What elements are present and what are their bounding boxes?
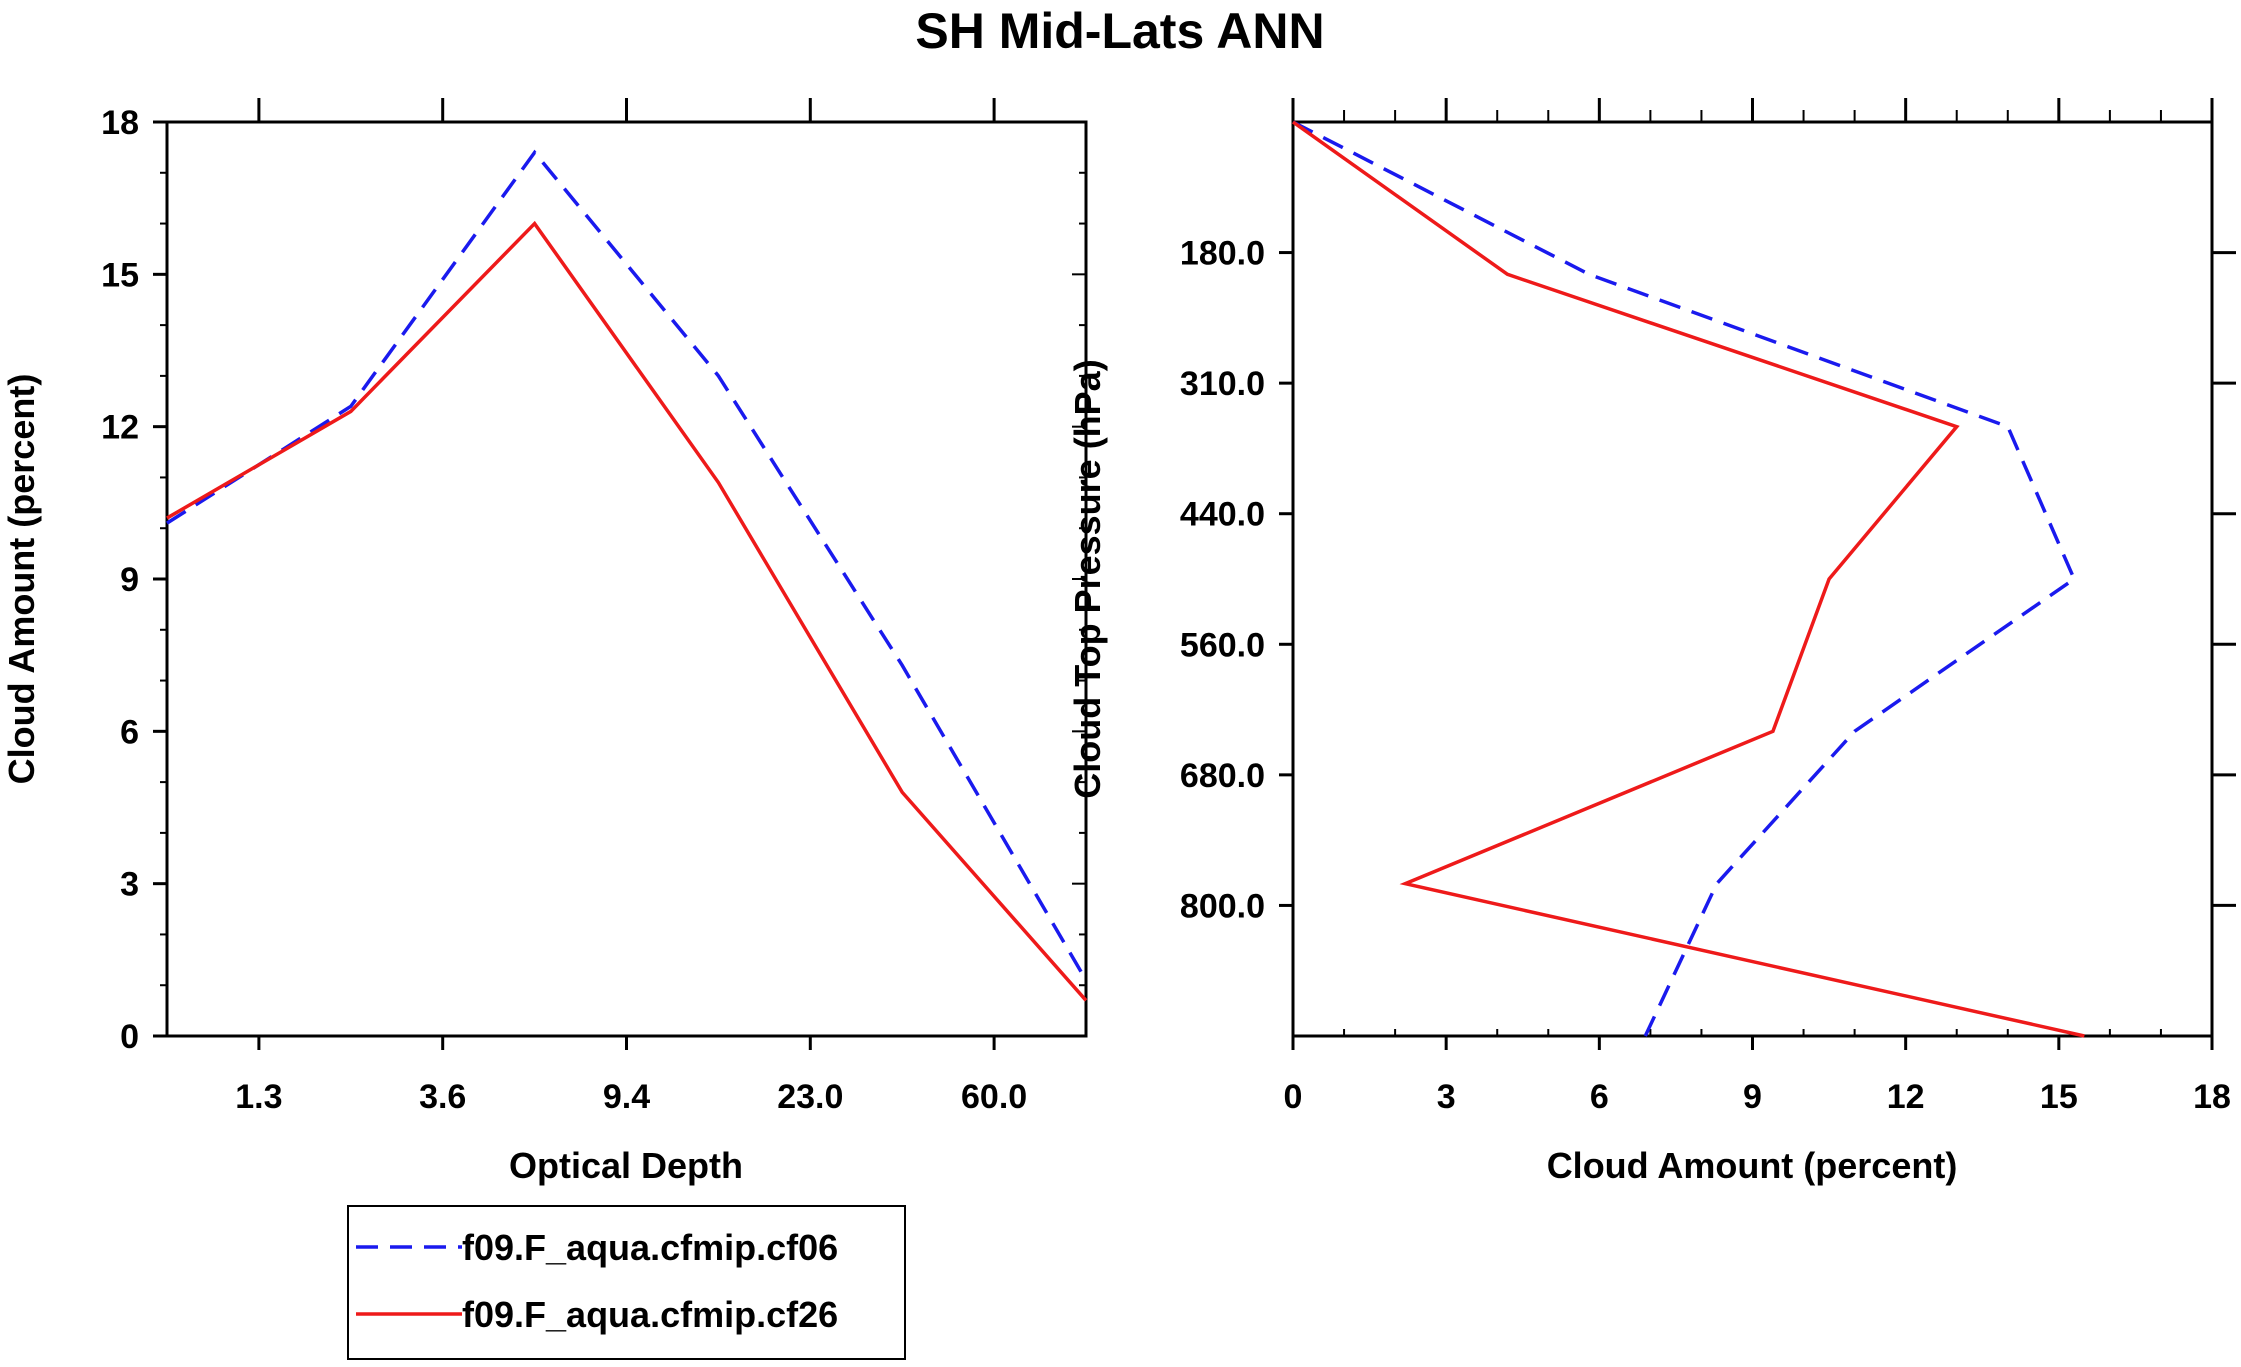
right-y-axis-label: Cloud Top Pressure (hPa) [1067, 359, 1108, 798]
left-y-tick-label: 12 [101, 409, 139, 447]
left-y-tick-label: 15 [101, 256, 139, 294]
left-y-tick-label: 6 [120, 713, 139, 751]
left-plot-frame [165, 120, 1088, 1038]
right-series-line-2 [1291, 120, 2085, 1038]
left-y-axis-label: Cloud Amount (percent) [1, 374, 42, 785]
right-plot-frame [1291, 120, 2214, 1038]
right-y-tick-label: 800.0 [1180, 887, 1265, 925]
right-y-tick-label: 180.0 [1180, 235, 1265, 273]
left-x-tick-label: 1.3 [235, 1078, 282, 1116]
right-x-tick-label: 15 [2040, 1078, 2078, 1116]
legend-label-2: f09.F_aqua.cfmip.cf26 [462, 1294, 838, 1335]
right-x-tick-label: 6 [1590, 1078, 1609, 1116]
right-x-axis-label: Cloud Amount (percent) [1547, 1145, 1958, 1186]
right-chart: 0 3 6 9 12 15 18 180.0 310.0 440.0 560.0 680.0 800.0… [1067, 98, 2236, 1186]
legend: f09.F_aqua.cfmip.cf06 f09.F_aqua.cfmip.cf… [347, 1205, 906, 1360]
right-x-tick-label: 9 [1743, 1078, 1762, 1116]
right-series-line-1 [1292, 120, 2077, 1037]
left-ticks: 0 3 6 9 12 15 18 1.3 3.6 9.4 23.0 60.0 [101, 98, 1086, 1116]
chart-title: SH Mid-Lats ANN [915, 3, 1324, 59]
left-y-tick-label: 3 [120, 866, 139, 904]
right-series [1291, 120, 2085, 1038]
left-x-tick-label: 23.0 [777, 1078, 843, 1116]
left-series [166, 149, 1088, 1002]
right-ticks: 0 3 6 9 12 15 18 180.0 310.0 440.0 560.0 680.0 800.0 [1180, 98, 2236, 1116]
right-y-tick-label: 680.0 [1180, 757, 1265, 795]
right-x-tick-label: 0 [1284, 1078, 1303, 1116]
right-x-tick-label: 18 [2193, 1078, 2231, 1116]
left-x-tick-label: 3.6 [419, 1078, 466, 1116]
right-y-tick-label: 310.0 [1180, 365, 1265, 403]
right-x-tick-label: 3 [1437, 1078, 1456, 1116]
right-y-tick-label: 440.0 [1180, 496, 1265, 534]
left-chart: 0 3 6 9 12 15 18 1.3 3.6 9.4 23.0 60.0 Optical Dept… [1, 98, 1088, 1186]
left-x-tick-label: 9.4 [603, 1078, 650, 1116]
legend-box [347, 1205, 906, 1360]
left-series-line-2 [166, 220, 1088, 1002]
left-y-tick-label: 0 [120, 1018, 139, 1056]
legend-label-1: f09.F_aqua.cfmip.cf06 [462, 1227, 838, 1268]
left-x-tick-label: 60.0 [961, 1078, 1027, 1116]
left-y-tick-label: 9 [120, 561, 139, 599]
right-y-tick-label: 560.0 [1180, 626, 1265, 664]
legend-entries: f09.F_aqua.cfmip.cf06 f09.F_aqua.cfmip.cf… [356, 1227, 838, 1335]
left-x-axis-label: Optical Depth [509, 1145, 743, 1186]
left-series-line-1 [166, 149, 1088, 982]
left-y-tick-label: 18 [101, 104, 139, 142]
right-x-tick-label: 12 [1887, 1078, 1925, 1116]
